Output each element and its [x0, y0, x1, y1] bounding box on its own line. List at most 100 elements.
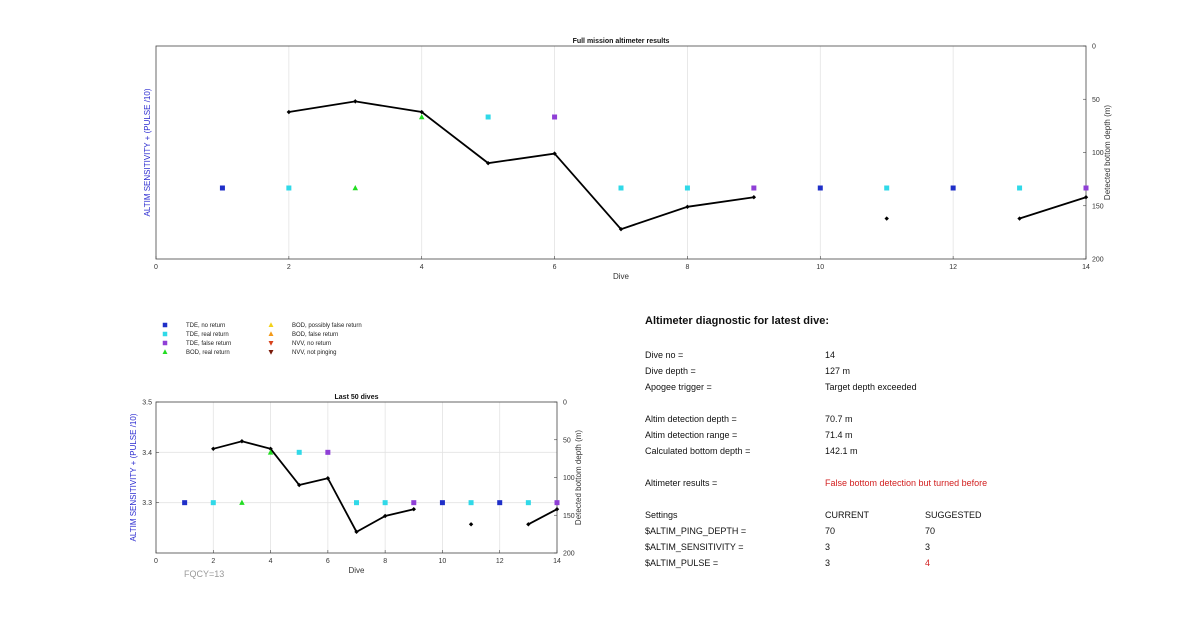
- chart-title: Full mission altimeter results: [573, 38, 670, 45]
- legend-marker: [268, 331, 274, 337]
- y-right-tick-label: 150: [1092, 203, 1104, 210]
- ping-depth-current: 70: [825, 526, 836, 536]
- legend-label: TDE, real return: [186, 332, 229, 338]
- results-row: Altimeter results = False bottom detecti…: [645, 478, 1165, 494]
- sensitivity-row: $ALTIM_SENSITIVITY = 3 3: [645, 542, 1165, 558]
- legend-label: BOD, false return: [292, 332, 338, 338]
- dive-no-row: Dive no = 14: [645, 350, 1165, 366]
- x-axis-label: Dive: [348, 566, 365, 575]
- y-right-tick-label: 0: [1092, 44, 1096, 51]
- legend-marker: [162, 340, 168, 346]
- bottom-depth-point: [884, 216, 889, 221]
- suggested-header: SUGGESTED: [925, 510, 982, 520]
- altimeter-marker: [286, 185, 292, 191]
- altimeter-marker: [267, 449, 274, 455]
- detection-range-label: Altim detection range =: [645, 430, 738, 440]
- x-tick-label: 6: [553, 264, 557, 271]
- y-right-tick-label: 200: [1092, 257, 1104, 264]
- ping-depth-row: $ALTIM_PING_DEPTH = 70 70: [645, 526, 1165, 542]
- altimeter-marker: [296, 449, 302, 455]
- x-tick-label: 2: [287, 264, 291, 271]
- x-tick-label: 12: [949, 264, 957, 271]
- ping-depth-suggested: 70: [925, 526, 936, 536]
- altimeter-marker: [354, 500, 359, 506]
- legend-label: NVV, no return: [292, 341, 331, 347]
- bottom-depth-point: [382, 513, 388, 519]
- legend-label: NVV, not pinging: [292, 350, 336, 356]
- results-label: Altimeter results =: [645, 478, 718, 488]
- altimeter-marker: [485, 114, 491, 120]
- legend-marker: [162, 331, 168, 337]
- altimeter-marker: [382, 500, 388, 506]
- x-tick-label: 2: [211, 558, 215, 565]
- altimeter-marker: [418, 114, 425, 120]
- altimeter-marker: [618, 185, 624, 191]
- legend-label: TDE, no return: [186, 323, 225, 329]
- detection-range-value: 71.4 m: [825, 430, 853, 440]
- diagnostic-title: Altimeter diagnostic for latest dive:: [645, 315, 829, 327]
- dive-depth-value: 127 m: [825, 366, 851, 376]
- bottom-depth-point: [211, 446, 216, 452]
- x-tick-label: 0: [154, 264, 158, 271]
- altimeter-marker: [554, 500, 560, 506]
- calc-bottom-label: Calculated bottom depth =: [645, 446, 751, 456]
- detection-depth-label: Altim detection depth =: [645, 414, 737, 424]
- legend-label: BOD, real return: [186, 350, 230, 356]
- dive-no-value: 14: [825, 350, 836, 360]
- altimeter-marker: [684, 185, 690, 191]
- altimeter-marker: [817, 185, 823, 191]
- y-right-tick-label: 0: [563, 400, 567, 407]
- bottom-depth-point: [297, 482, 302, 488]
- x-tick-label: 10: [439, 558, 447, 565]
- y-right-tick-label: 200: [563, 551, 575, 558]
- sensitivity-current: 3: [825, 542, 831, 552]
- calc-bottom-value: 142.1 m: [825, 446, 858, 456]
- pulse-suggested: 4: [925, 558, 931, 568]
- altimeter-marker: [950, 185, 956, 191]
- bottom-depth-point: [239, 439, 245, 444]
- x-tick-label: 4: [420, 264, 424, 271]
- altimeter-marker: [439, 500, 445, 506]
- bottom-depth-point: [552, 151, 557, 156]
- x-tick-label: 0: [154, 558, 158, 565]
- y-right-tick-label: 150: [563, 513, 575, 520]
- apogee-label: Apogee trigger =: [645, 382, 712, 392]
- current-header: CURRENT: [825, 510, 869, 520]
- x-tick-label: 6: [326, 558, 330, 565]
- x-tick-label: 4: [269, 558, 273, 565]
- y-right-tick-label: 100: [563, 475, 575, 482]
- frequency-annotation: FQCY=13: [184, 569, 225, 579]
- legend-marker: [268, 349, 274, 355]
- full-mission-chart: 0 2 4 6 8 10 12 14 0 50 100 150 200 Full mission alti…: [143, 38, 1112, 281]
- x-tick-label: 12: [496, 558, 504, 565]
- y-right-tick-label: 100: [1092, 150, 1104, 157]
- altimeter-marker: [352, 185, 359, 191]
- dive-depth-row: Dive depth = 127 m: [645, 366, 1165, 382]
- altimeter-marker: [182, 500, 188, 506]
- bottom-depth-point: [1083, 195, 1089, 200]
- altimeter-marker: [468, 500, 474, 506]
- altimeter-marker: [325, 449, 331, 455]
- bottom-depth-line: [1019, 196, 1087, 220]
- bottom-depth-point: [411, 507, 416, 512]
- x-axis-label: Dive: [613, 272, 630, 281]
- bottom-depth-point: [685, 204, 690, 210]
- y-left-tick-label: 3.4: [142, 450, 152, 457]
- x-tick-label: 8: [383, 558, 387, 565]
- bottom-depth-point: [1017, 216, 1022, 221]
- results-value: False bottom detection but turned before: [825, 478, 988, 488]
- y-left-tick-label: 3.3: [142, 500, 152, 507]
- x-tick-label: 10: [816, 264, 824, 271]
- altimeter-marker: [884, 185, 890, 191]
- legend-marker: [268, 322, 274, 328]
- ping-depth-label: $ALTIM_PING_DEPTH =: [645, 526, 747, 536]
- bottom-depth-point: [751, 195, 757, 200]
- bottom-depth-line: [288, 100, 754, 231]
- y-right-axis-label: Detected bottom depth (m): [1103, 105, 1112, 200]
- legend-label: BOD, possibly false return: [292, 323, 362, 329]
- legend-marker: [162, 349, 168, 355]
- altimeter-marker: [411, 500, 417, 506]
- bottom-depth-point: [419, 109, 424, 115]
